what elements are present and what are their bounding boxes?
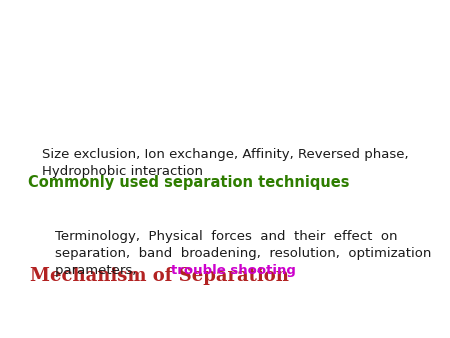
Text: separation,  band  broadening,  resolution,  optimization: separation, band broadening, resolution,… xyxy=(55,247,432,260)
Text: Commonly used separation techniques: Commonly used separation techniques xyxy=(28,175,350,190)
Text: Size exclusion, Ion exchange, Affinity, Reversed phase,: Size exclusion, Ion exchange, Affinity, … xyxy=(42,148,409,161)
Text: trouble shooting: trouble shooting xyxy=(171,264,296,277)
Text: Mechanism of Separation: Mechanism of Separation xyxy=(30,267,289,285)
Text: Hydrophobic interaction: Hydrophobic interaction xyxy=(42,165,203,178)
Text: parameters,: parameters, xyxy=(55,264,145,277)
Text: Terminology,  Physical  forces  and  their  effect  on: Terminology, Physical forces and their e… xyxy=(55,230,397,243)
